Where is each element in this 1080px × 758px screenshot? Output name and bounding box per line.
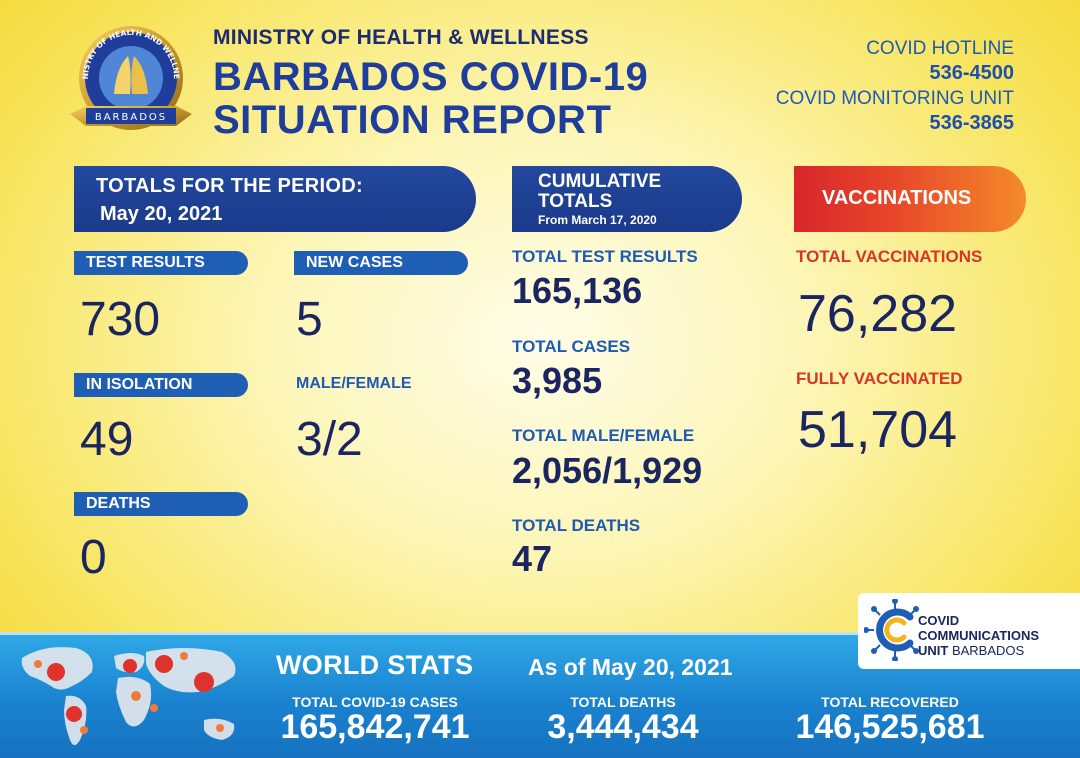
cumulative-banner-since: From March 17, 2020 xyxy=(538,213,657,227)
total-deaths-label: TOTAL DEATHS xyxy=(512,516,641,535)
ccu-unit: UNIT xyxy=(918,643,949,658)
total-male-female-value: 2,056/1,929 xyxy=(512,450,703,491)
total-male-female-label: TOTAL MALE/FEMALE xyxy=(512,426,695,445)
total-deaths-value: 47 xyxy=(512,538,553,579)
world-stats-date: As of May 20, 2021 xyxy=(528,654,733,680)
total-cases-value: 3,985 xyxy=(512,360,603,401)
virus-c-icon xyxy=(864,599,919,661)
world-cases-label: TOTAL COVID-19 CASES xyxy=(292,694,458,710)
world-map-graphic xyxy=(21,647,236,745)
deaths-label: DEATHS xyxy=(74,492,248,516)
monitoring-number: 536-3865 xyxy=(929,112,1014,134)
world-cases-value: 165,842,741 xyxy=(280,708,470,746)
monitoring-label: COVID MONITORING UNIT xyxy=(775,88,1014,109)
ccu-barbados: BARBADOS xyxy=(948,643,1025,658)
vaccinations-banner-label: VACCINATIONS xyxy=(822,187,972,209)
total-vaccinations-label: TOTAL VACCINATIONS xyxy=(796,247,983,266)
covid-communications-unit-logo: COVID COMMUNICATIONS UNIT BARBADOS xyxy=(858,593,1080,669)
cumulative-banner-line1: CUMULATIVE xyxy=(538,171,662,192)
world-stats-title: WORLD STATS xyxy=(276,650,474,680)
total-cases-label: TOTAL CASES xyxy=(512,337,631,356)
report-title-line2: SITUATION REPORT xyxy=(213,98,612,142)
deaths-value: 0 xyxy=(80,531,107,584)
ccu-line3: UNIT BARBADOS xyxy=(918,643,1024,658)
isolation-value: 49 xyxy=(80,413,134,466)
test-results-label: TEST RESULTS xyxy=(74,251,248,275)
ministry-name: MINISTRY OF HEALTH & WELLNESS xyxy=(213,26,589,49)
hotline-label: COVID HOTLINE xyxy=(866,38,1014,59)
vaccinations-banner: VACCINATIONS xyxy=(794,166,1026,232)
fully-vaccinated-value: 51,704 xyxy=(798,401,958,459)
hotline-block: COVID HOTLINE 536-4500 COVID MONITORING … xyxy=(776,36,1014,136)
period-banner: TOTALS FOR THE PERIOD: May 20, 2021 xyxy=(74,166,476,232)
isolation-label: IN ISOLATION xyxy=(74,373,248,397)
report-title-line1: BARBADOS COVID-19 xyxy=(213,55,649,99)
total-test-results-label: TOTAL TEST RESULTS xyxy=(512,247,698,266)
ccu-line2: COMMUNICATIONS xyxy=(918,628,1040,643)
period-banner-date: May 20, 2021 xyxy=(100,203,223,225)
test-results-value: 730 xyxy=(80,293,161,346)
period-banner-title: TOTALS FOR THE PERIOD: xyxy=(96,175,363,197)
total-vaccinations-value: 76,282 xyxy=(798,285,958,343)
male-female-value: 3/2 xyxy=(296,413,363,466)
ministry-seal-logo: MINISTRY OF HEALTH AND WELLNESS BARBADOS xyxy=(66,22,192,130)
world-deaths-label: TOTAL DEATHS xyxy=(570,694,676,710)
new-cases-label: NEW CASES xyxy=(294,251,468,275)
cumulative-banner-line2: TOTALS xyxy=(538,191,613,212)
new-cases-value: 5 xyxy=(296,293,323,346)
male-female-label: MALE/FEMALE xyxy=(296,375,412,392)
fully-vaccinated-label: FULLY VACCINATED xyxy=(796,369,963,388)
seal-text-bottom: BARBADOS xyxy=(95,112,167,123)
world-recovered-value: 146,525,681 xyxy=(795,708,985,746)
world-recovered-label: TOTAL RECOVERED xyxy=(821,694,959,710)
world-deaths-value: 3,444,434 xyxy=(547,708,699,746)
cumulative-banner: CUMULATIVE TOTALS From March 17, 2020 xyxy=(512,166,742,232)
total-test-results-value: 165,136 xyxy=(512,270,643,311)
ccu-line1: COVID xyxy=(918,613,960,628)
hotline-number: 536-4500 xyxy=(929,62,1014,84)
